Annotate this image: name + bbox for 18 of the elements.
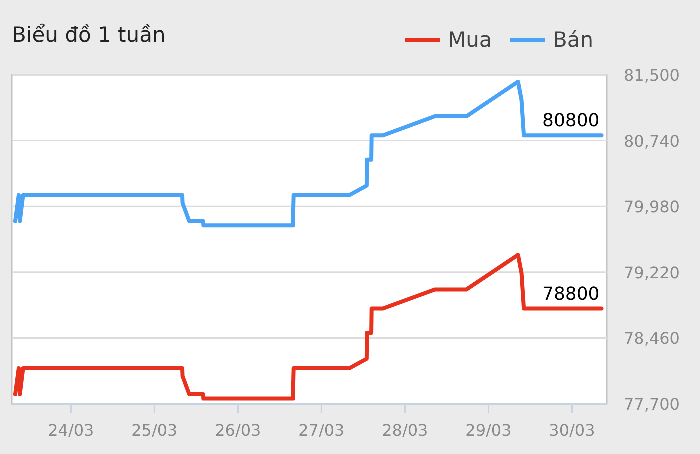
annotation: 80800 (542, 110, 600, 132)
chart-title: Biểu đồ 1 tuần (12, 23, 166, 47)
y-tick-label: 80,740 (624, 132, 680, 151)
x-tick-label: 30/03 (549, 421, 596, 440)
legend-label: Mua (448, 28, 492, 52)
y-tick-label: 79,980 (624, 198, 680, 217)
x-tick-label: 24/03 (48, 421, 94, 440)
y-tick-label: 77,700 (624, 395, 680, 414)
annotation: 78800 (542, 284, 600, 305)
y-tick-label: 81,500 (624, 66, 680, 85)
x-tick-label: 27/03 (298, 421, 345, 440)
x-tick-label: 28/03 (382, 421, 428, 440)
legend-label: Bán (553, 28, 594, 52)
x-tick-label: 25/03 (132, 421, 178, 440)
y-tick-label: 78,460 (624, 329, 680, 348)
y-tick-label: 79,220 (624, 263, 680, 282)
x-tick-label: 29/03 (466, 421, 512, 440)
x-tick-label: 26/03 (215, 421, 262, 440)
